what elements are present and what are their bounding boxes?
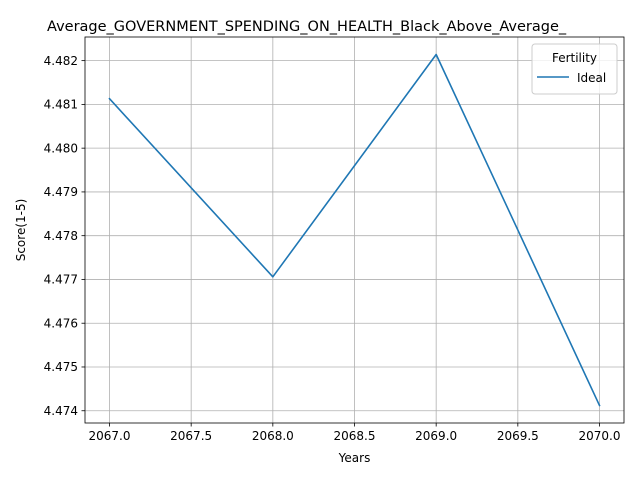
x-axis-label: Years [338, 451, 371, 465]
y-axis-label: Score(1-5) [14, 199, 28, 262]
x-tick-label: 2067.5 [170, 429, 212, 443]
series-lines [108, 53, 601, 407]
x-tick-label: 2068.0 [252, 429, 294, 443]
y-tick-label: 4.481 [44, 98, 78, 112]
legend-box [531, 43, 618, 95]
x-tick-label: 2069.0 [415, 429, 457, 443]
y-tick-label: 4.476 [44, 316, 78, 330]
y-tick-label: 4.480 [44, 141, 78, 155]
x-tick-label: 2068.5 [334, 429, 376, 443]
y-tick-label: 4.475 [44, 360, 78, 374]
x-tick-label: 2067.0 [89, 429, 131, 443]
y-tick-label: 4.482 [44, 54, 78, 68]
x-axis-ticks: 2067.0 2067.5 2068.0 2068.5 2069.0 2069.5 2070… [89, 423, 621, 443]
y-tick-label: 4.477 [44, 273, 78, 287]
x-tick-label: 2070.0 [579, 429, 621, 443]
x-tick-label: 2069.5 [497, 429, 539, 443]
y-tick-label: 4.474 [44, 404, 78, 418]
legend: Fertility Ideal [531, 43, 618, 95]
series-line-1 [108, 53, 601, 407]
y-axis-ticks: 4.474 4.475 4.476 4.477 4.478 4.479 4.480 4.481… [44, 54, 85, 418]
legend-label-series-1: Ideal [577, 71, 606, 85]
legend-title: Fertility [552, 51, 597, 65]
y-tick-label: 4.478 [44, 229, 78, 243]
y-tick-label: 4.479 [44, 185, 78, 199]
chart-title: Average_GOVERNMENT_SPENDING_ON_HEALTH_Bl… [47, 19, 567, 35]
